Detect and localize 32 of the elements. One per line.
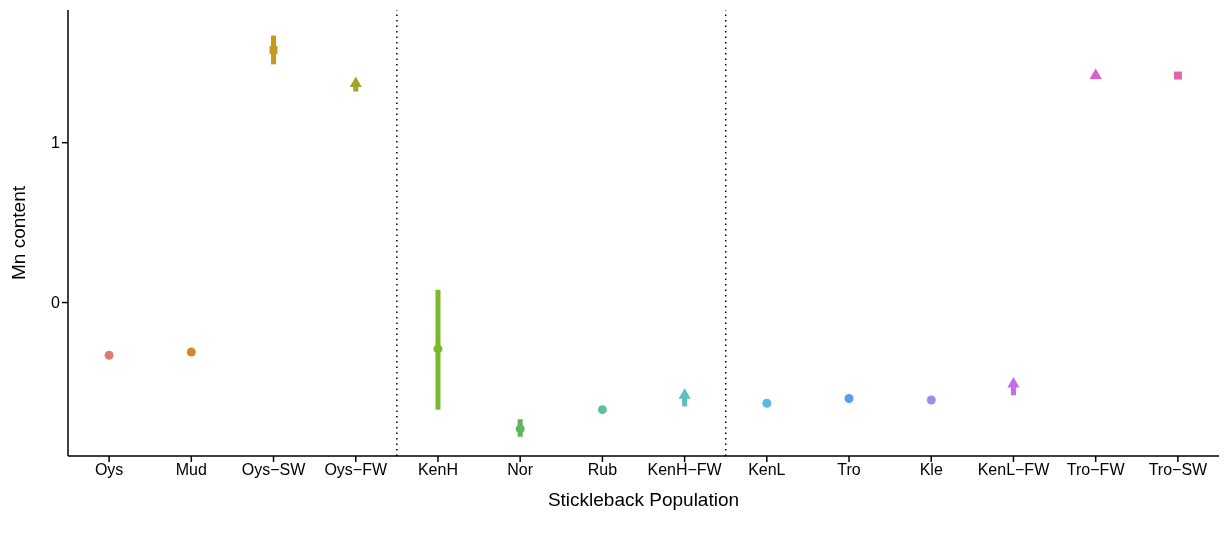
point — [1007, 377, 1020, 388]
x-tick-label: KenH−FW — [647, 461, 723, 479]
point — [678, 388, 691, 399]
x-tick-label: Kle — [919, 461, 943, 479]
point — [269, 45, 278, 54]
x-tick-label: Nor — [507, 461, 534, 479]
point — [515, 424, 525, 434]
x-tick-label: Tro — [837, 461, 861, 479]
x-tick-label: Oys−FW — [324, 461, 388, 479]
x-tick-label: Tro−SW — [1148, 461, 1209, 479]
point — [762, 398, 772, 408]
y-tick-label: 1 — [51, 134, 61, 152]
point — [597, 405, 607, 415]
x-tick-label: KenH — [417, 461, 458, 479]
point — [104, 350, 114, 360]
x-tick-label: Oys — [94, 461, 124, 479]
point — [926, 395, 936, 405]
point — [186, 347, 196, 357]
point — [433, 344, 443, 354]
x-tick-label: Tro−FW — [1066, 461, 1126, 479]
x-tick-label: Oys−SW — [241, 461, 307, 479]
y-tick-label: 0 — [51, 294, 61, 312]
x-tick-label: Mud — [175, 461, 207, 479]
x-tick-label: KenL — [748, 461, 786, 479]
x-tick-label: KenL−FW — [977, 461, 1051, 479]
x-tick-label: Rub — [587, 461, 618, 479]
point — [1089, 68, 1102, 80]
x-axis-title: Stickleback Population — [547, 489, 740, 510]
point — [844, 393, 854, 403]
y-axis-title: Mn content — [7, 185, 29, 280]
point — [1173, 71, 1182, 80]
point — [349, 76, 362, 88]
